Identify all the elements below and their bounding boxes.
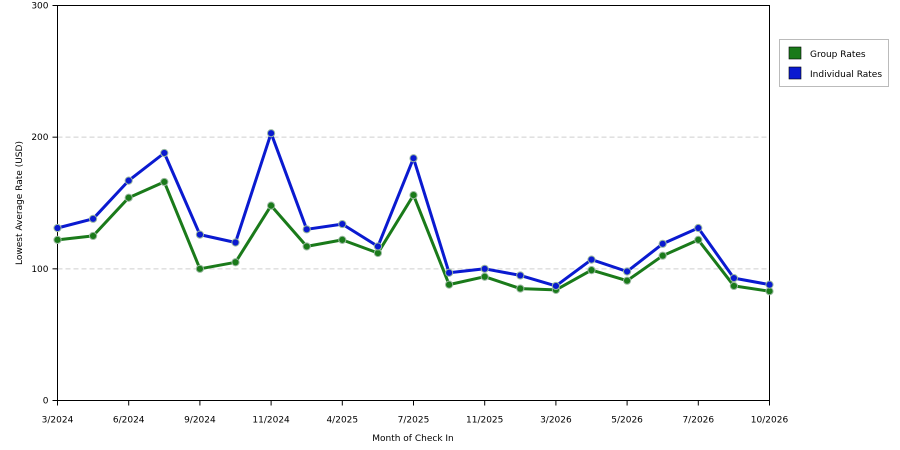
data-point-individual-rates[interactable] xyxy=(587,255,596,264)
data-point-group-rates[interactable] xyxy=(623,276,632,285)
legend-label-individual-rates: Individual Rates xyxy=(810,70,882,80)
legend: Group Rates Individual Rates xyxy=(779,39,889,87)
data-point-group-rates[interactable] xyxy=(587,266,596,275)
y-tick-label: 100 xyxy=(31,265,48,275)
data-point-group-rates[interactable] xyxy=(445,280,454,289)
data-point-individual-rates[interactable] xyxy=(267,129,276,138)
data-point-individual-rates[interactable] xyxy=(658,239,667,248)
data-point-group-rates[interactable] xyxy=(516,284,525,293)
series-layer xyxy=(53,129,774,296)
legend-swatch-group-rates xyxy=(788,46,802,60)
x-tick-label: 4/2025 xyxy=(326,416,358,426)
x-tick-label: 9/2024 xyxy=(184,416,216,426)
data-point-group-rates[interactable] xyxy=(231,258,240,267)
data-point-group-rates[interactable] xyxy=(267,201,276,210)
x-axis-title: Month of Check In xyxy=(372,434,454,444)
data-point-individual-rates[interactable] xyxy=(160,148,169,158)
data-point-individual-rates[interactable] xyxy=(124,176,133,185)
data-point-group-rates[interactable] xyxy=(658,251,667,260)
legend-swatch-individual-rates xyxy=(788,66,802,80)
x-tick-label: 3/2024 xyxy=(42,416,74,426)
data-point-group-rates[interactable] xyxy=(409,191,418,200)
series-group-rates xyxy=(53,177,774,296)
x-tick-label: 3/2026 xyxy=(540,416,572,426)
data-point-individual-rates[interactable] xyxy=(338,219,347,229)
data-point-individual-rates[interactable] xyxy=(480,264,489,273)
data-point-individual-rates[interactable] xyxy=(765,280,774,289)
data-point-individual-rates[interactable] xyxy=(231,238,240,247)
data-point-group-rates[interactable] xyxy=(89,231,98,241)
y-tick-label: 200 xyxy=(31,133,48,143)
data-point-individual-rates[interactable] xyxy=(302,225,311,234)
plot-area-frame xyxy=(57,5,770,401)
x-tick-label: 7/2025 xyxy=(398,416,430,426)
data-point-group-rates[interactable] xyxy=(124,193,133,202)
y-axis-ticks: 0 100 200 300 xyxy=(31,2,58,407)
data-point-individual-rates[interactable] xyxy=(409,154,418,163)
y-tick-label: 0 xyxy=(43,397,49,407)
data-point-group-rates[interactable] xyxy=(160,177,169,187)
data-point-individual-rates[interactable] xyxy=(551,281,561,291)
x-tick-label: 7/2026 xyxy=(682,416,714,426)
data-point-individual-rates[interactable] xyxy=(729,273,739,283)
y-tick-label: 300 xyxy=(31,2,48,12)
data-point-group-rates[interactable] xyxy=(480,272,489,281)
x-axis-ticks: 3/2024 6/2024 9/2024 11/2024 4/2025 7/2025 11/… xyxy=(42,400,789,426)
data-point-individual-rates[interactable] xyxy=(89,214,98,223)
grid-lines xyxy=(57,136,770,270)
data-point-individual-rates[interactable] xyxy=(516,271,525,280)
data-point-individual-rates[interactable] xyxy=(694,223,703,233)
data-point-individual-rates[interactable] xyxy=(195,230,204,239)
y-axis-title: Lowest Average Rate (USD) xyxy=(15,141,25,265)
data-point-individual-rates[interactable] xyxy=(53,223,62,233)
x-tick-label: 5/2026 xyxy=(611,416,643,426)
legend-label-group-rates: Group Rates xyxy=(810,50,866,60)
x-tick-label: 11/2025 xyxy=(466,416,503,426)
data-point-individual-rates[interactable] xyxy=(373,242,382,251)
data-point-group-rates[interactable] xyxy=(694,235,703,244)
data-point-individual-rates[interactable] xyxy=(445,268,454,277)
data-point-group-rates[interactable] xyxy=(53,235,62,244)
data-point-individual-rates[interactable] xyxy=(623,267,632,276)
data-point-group-rates[interactable] xyxy=(729,281,739,291)
x-tick-label: 11/2024 xyxy=(252,416,290,426)
data-point-group-rates[interactable] xyxy=(338,235,347,244)
x-tick-label: 6/2024 xyxy=(113,416,145,426)
series-individual-rates xyxy=(53,129,774,291)
data-point-group-rates[interactable] xyxy=(195,264,204,273)
x-tick-label: 10/2026 xyxy=(751,416,789,426)
data-point-group-rates[interactable] xyxy=(302,242,311,251)
